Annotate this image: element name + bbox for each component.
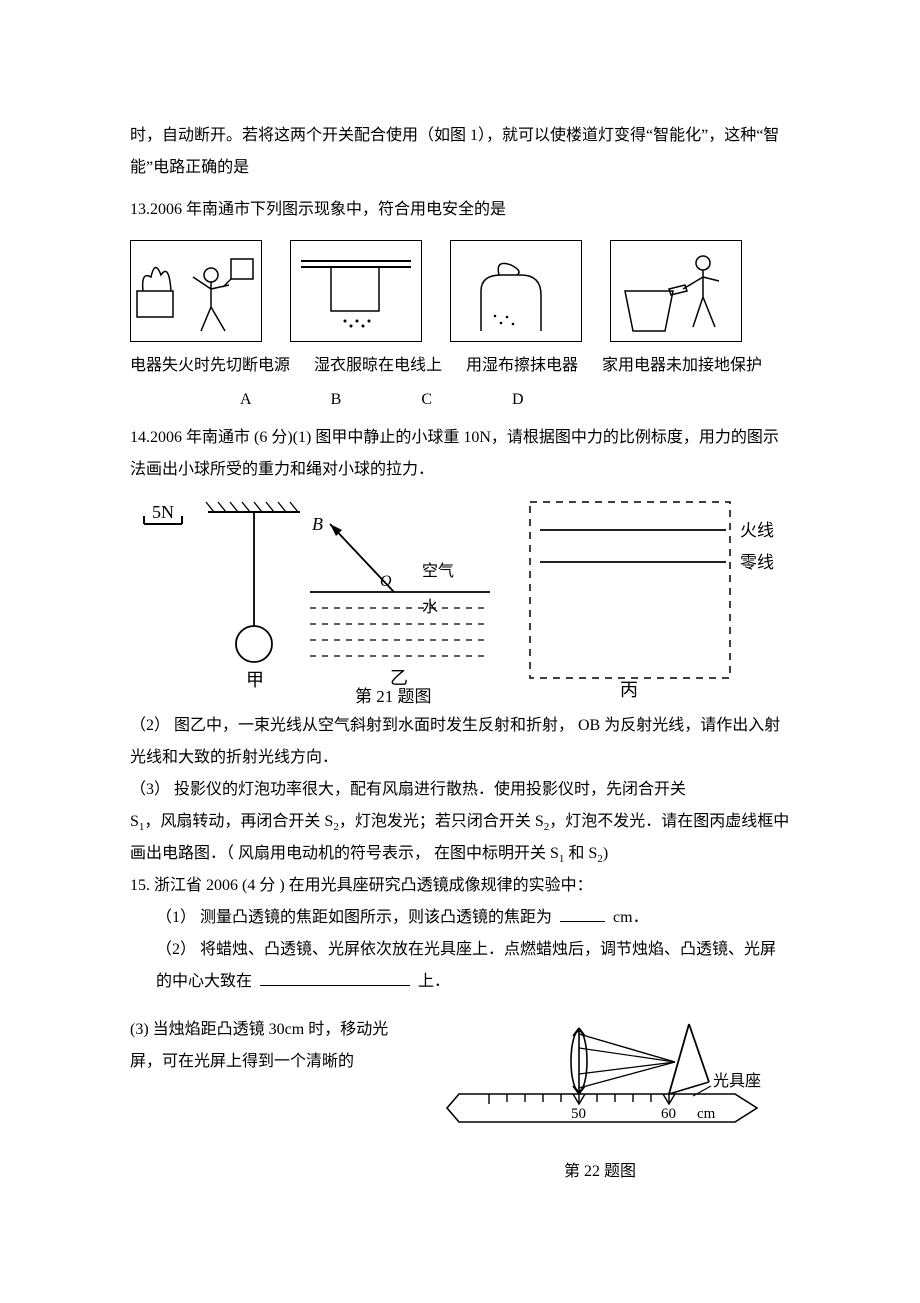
q13-cartoons-row <box>130 240 790 342</box>
q13-label-line: 电器失火时先切断电源 湿衣服晾在电线上 用湿布擦抹电器 家用电器未加接地保护 <box>130 350 790 382</box>
q15-stem: 15. 浙江省 2006 (4 分 ) 在用光具座研究凸透镜成像规律的实验中： <box>130 870 790 902</box>
cartoon-wet-cloth-wipe <box>450 240 582 342</box>
fig22-tick-50: 50 <box>571 1106 586 1122</box>
cartoon-fire-unplug <box>130 240 262 342</box>
intro-continued: 时，自动断开。若将这两个开关配合使用（如图 1），就可以使楼道灯变得“智能化”，… <box>130 120 790 184</box>
q14-part3b-text: S1，风扇转动，再闭合开关 S2，灯泡发光；若只闭合开关 S2，灯泡不发光．请在… <box>130 813 789 862</box>
fig21-caption: 第 21 题图 <box>355 687 432 706</box>
q14-stem: 14.2006 年南通市 (6 分)(1) 图甲中静止的小球重 10N，请根据图… <box>130 422 790 486</box>
q15-p1: （1） 测量凸透镜的焦距如图所示，则该凸透镜的焦距为 cm． <box>156 902 790 934</box>
fig22-unit: cm <box>697 1106 716 1122</box>
q14-part3a: （3） 投影仪的灯泡功率很大，配有风扇进行散热．使用投影仪时，先闭合开关 <box>130 774 790 806</box>
page-content: 时，自动断开。若将这两个开关配合使用（如图 1），就可以使楼道灯变得“智能化”，… <box>0 0 920 1248</box>
q15-p2-b: 上． <box>418 973 450 990</box>
fig21-bing-label: 丙 <box>620 680 638 700</box>
fig21-jia-label: 甲 <box>246 670 264 690</box>
q15-bottom-row: (3) 当烛焰距凸透镜 30cm 时，移动光屏，可在光屏上得到一个清晰的 <box>130 1014 790 1188</box>
fig22-bench-label: 光具座 <box>713 1072 761 1090</box>
figure-21: 5N 甲 B <box>130 496 790 706</box>
blank-same-line <box>260 969 410 986</box>
fig21-air-label: 空气 <box>422 562 454 580</box>
blank-focal-length <box>560 905 605 922</box>
q13-stem: 13.2006 年南通市下列图示现象中，符合用电安全的是 <box>130 194 790 226</box>
q15-p1-a: （1） 测量凸透镜的焦距如图所示，则该凸透镜的焦距为 <box>156 909 552 926</box>
fig22-tick-60: 60 <box>661 1106 676 1122</box>
figure-22-wrap: 50 60 cm 光具座 <box>410 1014 790 1188</box>
figure-21-svg: 5N 甲 B <box>130 496 790 706</box>
cartoon-appliance-no-ground <box>610 240 742 342</box>
figure-22-svg: 50 60 cm 光具座 <box>435 1014 765 1154</box>
fig21-O-label: O <box>380 573 392 590</box>
q14-part3b: S1，风扇转动，再闭合开关 S2，灯泡发光；若只闭合开关 S2，灯泡不发光．请在… <box>130 806 790 870</box>
fig21-yi-label: 乙 <box>390 668 408 688</box>
q15-p2-a: （2） 将蜡烛、凸透镜、光屏依次放在光具座上．点燃蜡烛后，调节烛焰、凸透镜、光屏… <box>156 941 776 990</box>
q15-p1-b: cm． <box>613 909 649 926</box>
fig21-B-label: B <box>312 514 323 534</box>
fig22-caption: 第 22 题图 <box>564 1156 636 1188</box>
q15-p3-text: (3) 当烛焰距凸透镜 30cm 时，移动光屏，可在光屏上得到一个清晰的 <box>130 1021 388 1070</box>
fig21-water-label: 水 <box>422 598 438 616</box>
q15-p3: (3) 当烛焰距凸透镜 30cm 时，移动光屏，可在光屏上得到一个清晰的 <box>130 1014 410 1188</box>
fig21-scale-label: 5N <box>152 502 174 522</box>
cartoon-wet-clothes-wire <box>290 240 422 342</box>
q14-part2: （2） 图乙中，一束光线从空气斜射到水面时发生反射和折射， OB 为反射光线，请… <box>130 710 790 774</box>
q15-p2: （2） 将蜡烛、凸透镜、光屏依次放在光具座上．点燃蜡烛后，调节烛焰、凸透镜、光屏… <box>156 934 790 998</box>
fig21-zero-label: 零线 <box>740 553 774 572</box>
q13-options: A B C D <box>240 384 790 416</box>
fig21-fire-label: 火线 <box>740 521 774 540</box>
